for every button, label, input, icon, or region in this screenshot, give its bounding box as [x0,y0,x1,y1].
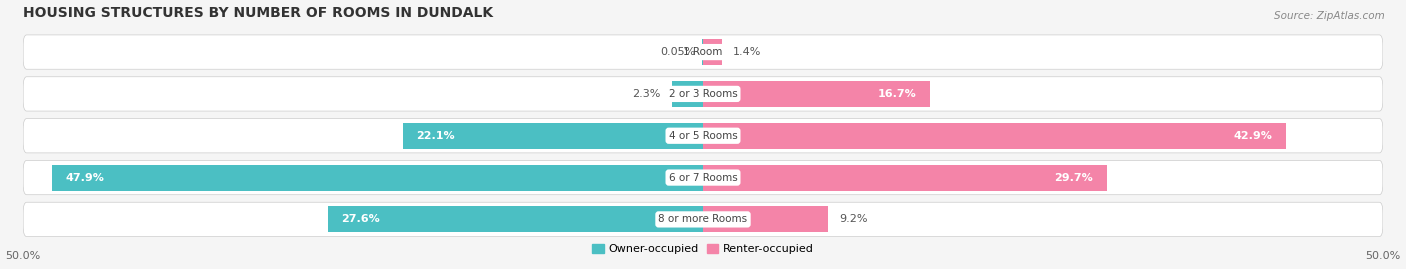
Bar [328,206,703,232]
FancyBboxPatch shape [22,77,1384,111]
Text: 9.2%: 9.2% [839,214,868,224]
FancyBboxPatch shape [22,119,1384,153]
Text: 1.4%: 1.4% [733,47,761,57]
Bar [703,165,1107,190]
Bar [52,165,703,190]
Legend: Owner-occupied, Renter-occupied: Owner-occupied, Renter-occupied [588,240,818,259]
Text: 1 Room: 1 Room [683,47,723,57]
FancyBboxPatch shape [22,202,1384,236]
Text: 4 or 5 Rooms: 4 or 5 Rooms [669,131,737,141]
Bar [703,39,723,65]
Text: 27.6%: 27.6% [342,214,380,224]
Text: Source: ZipAtlas.com: Source: ZipAtlas.com [1274,11,1385,21]
Bar [402,123,703,149]
Bar [703,123,1286,149]
Text: 6 or 7 Rooms: 6 or 7 Rooms [669,173,737,183]
Text: 16.7%: 16.7% [877,89,917,99]
Text: HOUSING STRUCTURES BY NUMBER OF ROOMS IN DUNDALK: HOUSING STRUCTURES BY NUMBER OF ROOMS IN… [22,6,494,20]
Bar [703,206,828,232]
Text: 29.7%: 29.7% [1054,173,1094,183]
Bar [703,81,929,107]
Bar [672,81,703,107]
FancyBboxPatch shape [22,160,1384,195]
Text: 47.9%: 47.9% [65,173,104,183]
Text: 2 or 3 Rooms: 2 or 3 Rooms [669,89,737,99]
Text: 2.3%: 2.3% [633,89,661,99]
Text: 0.05%: 0.05% [661,47,696,57]
Text: 22.1%: 22.1% [416,131,454,141]
Text: 8 or more Rooms: 8 or more Rooms [658,214,748,224]
Text: 42.9%: 42.9% [1234,131,1272,141]
FancyBboxPatch shape [22,35,1384,69]
